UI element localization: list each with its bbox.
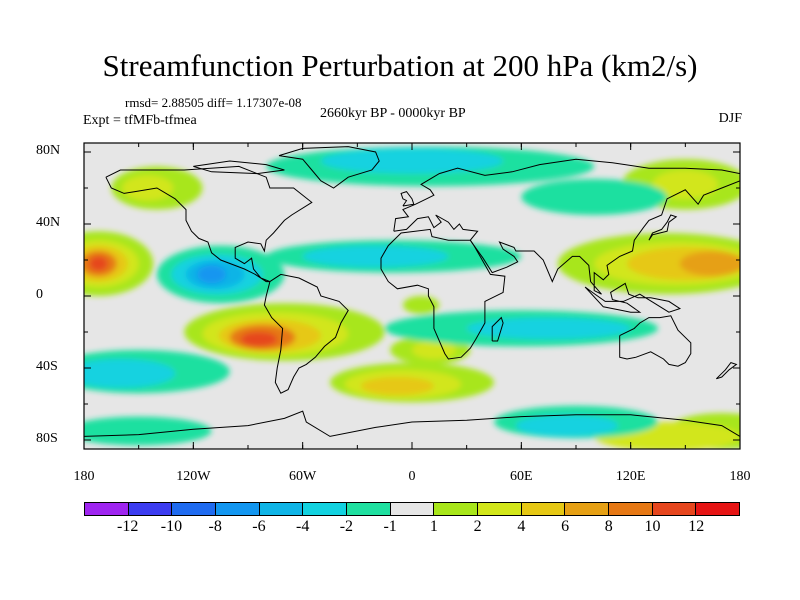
colorbar-box bbox=[347, 502, 391, 516]
colorbar-frame bbox=[84, 502, 740, 516]
lat-tick-label: 40N bbox=[36, 215, 61, 230]
lon-tick-label: 120E bbox=[615, 469, 646, 484]
colorbar-label: 12 bbox=[688, 518, 705, 535]
south-america-coast bbox=[263, 273, 349, 394]
arctic-low-blob bbox=[320, 148, 504, 174]
colorbar-box bbox=[652, 502, 697, 516]
colorbar-box bbox=[172, 502, 217, 516]
south-america-high-blob bbox=[240, 332, 278, 347]
lon-tick-label: 120W bbox=[176, 469, 211, 484]
colorbar-box bbox=[259, 502, 304, 516]
colorbar-box bbox=[609, 502, 653, 516]
period-label: 2660kyr BP - 0000kyr BP bbox=[320, 106, 466, 121]
lon-tick-label: 0 bbox=[408, 469, 416, 484]
eurasia-coast bbox=[393, 158, 740, 295]
tick-marks bbox=[83, 143, 741, 449]
australia-coast bbox=[619, 315, 692, 367]
uk-coast bbox=[400, 191, 415, 207]
colorbar-label: 4 bbox=[517, 518, 526, 535]
north-america-coast bbox=[105, 165, 313, 283]
lon-tick-label: 180 bbox=[73, 469, 95, 484]
colorbar-box bbox=[521, 502, 566, 516]
colorbar-label: -6 bbox=[252, 518, 266, 535]
colorbar-label: 2 bbox=[473, 518, 482, 535]
field-layer bbox=[84, 143, 740, 449]
colorbar-box bbox=[696, 502, 741, 516]
ross-sea-low-blob bbox=[84, 416, 212, 446]
colorbar-label: 10 bbox=[644, 518, 661, 535]
colorbar-box bbox=[303, 502, 348, 516]
colorbar-label: 8 bbox=[604, 518, 613, 535]
greenland-coast bbox=[278, 146, 380, 189]
colorbar-box bbox=[390, 502, 435, 516]
southern-ocean-low-blob bbox=[515, 414, 618, 437]
south-atlantic-high-blob bbox=[360, 377, 434, 395]
japan-coast bbox=[648, 214, 678, 241]
colorbar-label: -12 bbox=[117, 518, 139, 535]
colorbar bbox=[84, 502, 741, 516]
lon-tick-label: 180 bbox=[729, 469, 751, 484]
colorbar-box bbox=[216, 502, 260, 516]
stats-label: rmsd= 2.88505 diff= 1.17307e-08 bbox=[125, 95, 302, 110]
colorbar-box bbox=[128, 502, 173, 516]
siberia-low-blob bbox=[521, 179, 668, 215]
lat-tick-label: 0 bbox=[36, 287, 43, 302]
pacific-high-blob bbox=[89, 256, 108, 271]
arctic-islands-coast bbox=[193, 160, 285, 175]
siberia-high-blob bbox=[652, 170, 719, 199]
colorbar-box bbox=[565, 502, 610, 516]
east-pacific-low-blob bbox=[196, 265, 227, 284]
colorbar-box bbox=[84, 502, 129, 516]
colorbar-label: -10 bbox=[160, 518, 183, 535]
africa-south-high-blob bbox=[412, 341, 456, 359]
tropical-atlantic-low-blob bbox=[302, 245, 449, 268]
chart-title: Streamfunction Perturbation at 200 hPa (… bbox=[102, 48, 698, 83]
lat-tick-label: 80N bbox=[36, 143, 61, 158]
africa-coast bbox=[380, 228, 506, 360]
season-label: DJF bbox=[718, 111, 742, 126]
madagascar-coast bbox=[491, 316, 504, 342]
lon-tick-label: 60W bbox=[289, 469, 317, 484]
coastlines bbox=[84, 146, 740, 437]
colorbar-label: 1 bbox=[429, 518, 438, 535]
indonesia-coast bbox=[584, 282, 682, 313]
lon-tick-label: 60E bbox=[510, 469, 533, 484]
south-pacific-low-blob bbox=[84, 359, 176, 388]
colorbar-box bbox=[434, 502, 479, 516]
colorbar-box bbox=[478, 502, 522, 516]
colorbar-label: -4 bbox=[295, 518, 310, 535]
west-pacific-high-blob bbox=[679, 251, 740, 277]
new-zealand-coast bbox=[715, 362, 738, 380]
alaska-high-blob bbox=[122, 175, 174, 201]
colorbar-label: -2 bbox=[339, 518, 354, 535]
colorbar-label: -8 bbox=[208, 518, 222, 535]
lat-tick-label: 40S bbox=[36, 359, 58, 374]
colorbar-label: -1 bbox=[383, 518, 397, 535]
experiment-label: Expt = tfMFb-tfmea bbox=[83, 113, 197, 128]
colorbar-label: 6 bbox=[561, 518, 570, 535]
antarctica-coast bbox=[84, 410, 740, 437]
lat-tick-label: 80S bbox=[36, 431, 58, 446]
indian-ocean-low-blob bbox=[466, 317, 631, 340]
